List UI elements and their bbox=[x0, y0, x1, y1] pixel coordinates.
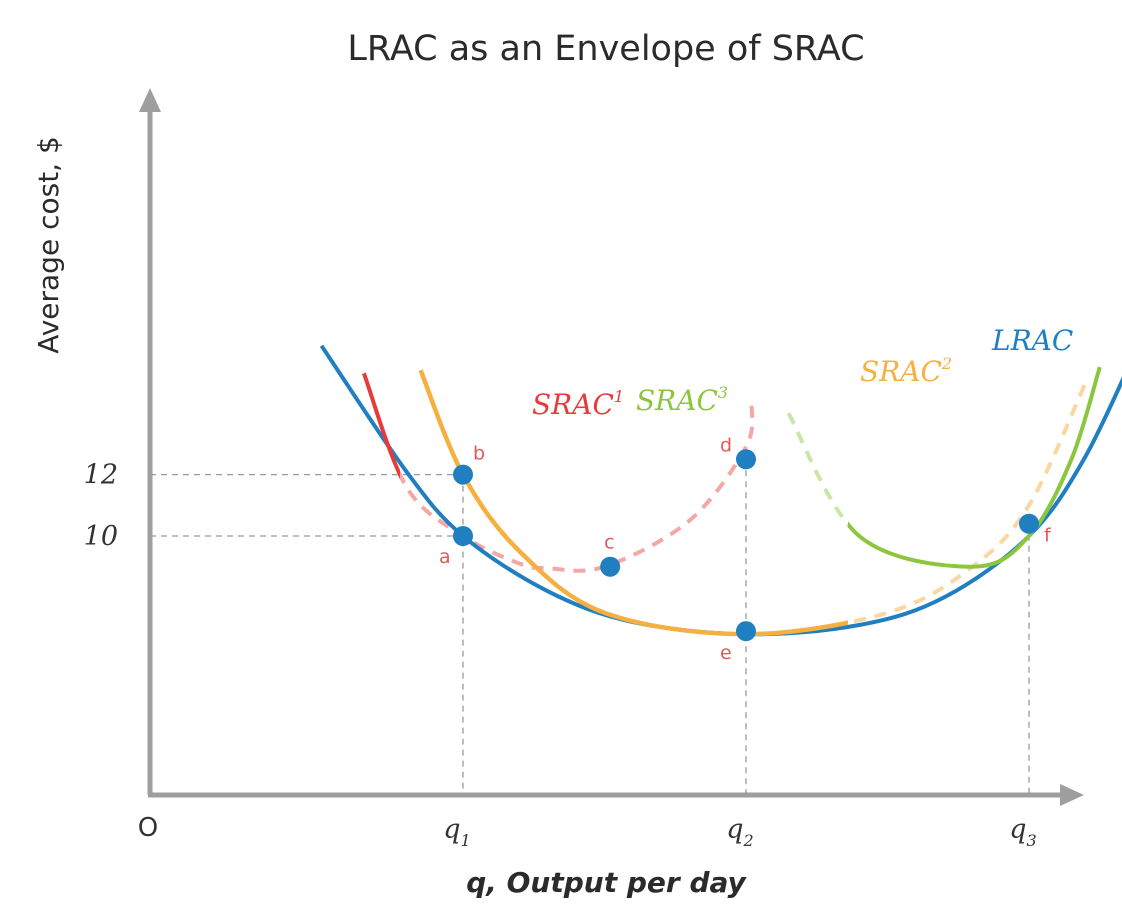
x-axis-label-text: q, Output per day bbox=[466, 866, 747, 899]
tangency-points: a b c d e f bbox=[439, 434, 1052, 664]
point-e bbox=[736, 621, 756, 642]
y-axis-arrow bbox=[139, 88, 161, 112]
point-label-c: c bbox=[604, 532, 614, 554]
curve-label-srac3: SRAC3 bbox=[636, 383, 728, 417]
srac3-curve-solid bbox=[848, 366, 1102, 569]
curve-label-srac2: SRAC2 bbox=[860, 354, 952, 388]
x-tick-3: q3 bbox=[1009, 814, 1036, 850]
point-label-e: e bbox=[720, 642, 732, 664]
y-tick-10: 10 bbox=[84, 521, 118, 552]
point-label-f: f bbox=[1044, 525, 1052, 547]
point-a bbox=[453, 526, 473, 546]
point-b bbox=[453, 464, 473, 485]
cost-curves bbox=[319, 344, 1122, 637]
origin-label: O bbox=[138, 813, 158, 843]
point-label-b: b bbox=[473, 443, 485, 465]
x-axis-arrow bbox=[1060, 784, 1084, 806]
curve-label-srac1: SRAC1 bbox=[532, 387, 624, 421]
x-tick-2: q2 bbox=[726, 814, 753, 850]
point-label-d: d bbox=[720, 434, 732, 456]
point-d bbox=[736, 449, 756, 470]
x-tick-1: q1 bbox=[443, 814, 470, 850]
x-axis-label: q, Output per day bbox=[466, 866, 747, 899]
curve-label-lrac: LRAC bbox=[991, 324, 1073, 357]
curve-labels: LRAC SRAC1 SRAC2 SRAC3 bbox=[532, 324, 1073, 421]
y-tick-12: 12 bbox=[84, 460, 118, 491]
point-label-a: a bbox=[439, 546, 451, 568]
chart-title: LRAC as an Envelope of SRAC bbox=[347, 29, 864, 69]
srac3-curve-dashed bbox=[786, 412, 848, 528]
point-f bbox=[1019, 513, 1039, 534]
guide-lines bbox=[150, 459, 1030, 795]
y-axis-label: Average cost, $ bbox=[32, 136, 65, 354]
axis-ticks: 12 10 q1 q2 q3 bbox=[84, 460, 1037, 850]
point-c bbox=[600, 556, 621, 577]
srac2-curve-dashed-right bbox=[848, 381, 1088, 625]
srac1-curve-dashed bbox=[400, 403, 755, 573]
